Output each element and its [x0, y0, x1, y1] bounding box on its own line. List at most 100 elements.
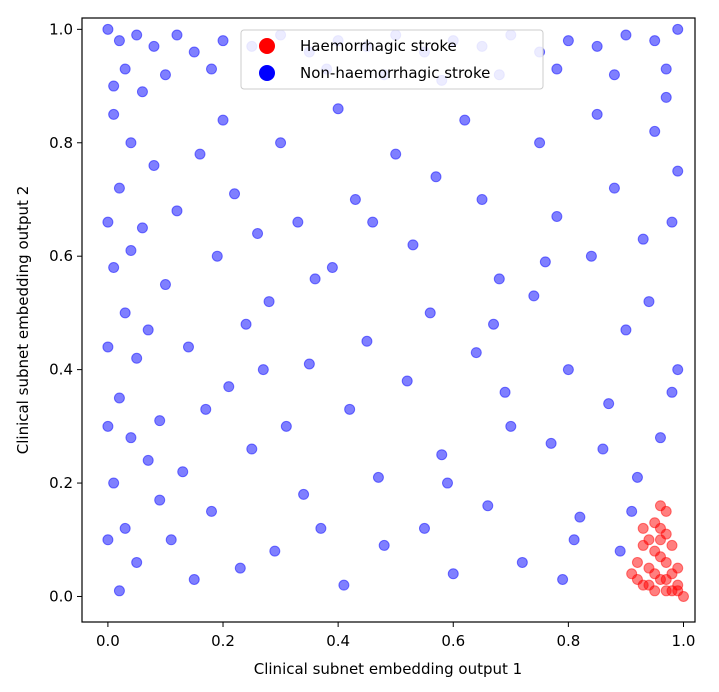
data-point: [332, 103, 344, 115]
data-point: [654, 551, 666, 563]
data-point: [660, 585, 672, 597]
legend-label-non-haemorrhagic: Non-haemorrhagic stroke: [300, 64, 490, 82]
data-point: [125, 245, 137, 257]
data-point: [142, 454, 154, 466]
data-point: [177, 466, 189, 478]
data-point: [119, 307, 131, 319]
data-point: [631, 471, 643, 483]
data-point: [349, 193, 361, 205]
x-tick-label: 1.0: [672, 632, 696, 650]
data-point: [585, 250, 597, 262]
data-point: [637, 539, 649, 551]
data-point: [637, 233, 649, 245]
data-point: [591, 40, 603, 52]
y-tick-label: 0.2: [49, 474, 73, 492]
data-point: [159, 69, 171, 81]
data-point: [159, 279, 171, 291]
y-axis: 0.0 0.2 0.4 0.6 0.8 1.0: [49, 20, 82, 605]
data-point: [424, 307, 436, 319]
data-point: [206, 63, 218, 75]
data-point: [229, 188, 241, 200]
data-point: [649, 517, 661, 529]
data-point: [257, 364, 269, 376]
data-point: [672, 562, 684, 574]
data-point: [303, 358, 315, 370]
data-point: [136, 86, 148, 98]
data-point: [119, 522, 131, 534]
data-point: [108, 80, 120, 92]
data-point: [292, 216, 304, 228]
data-point: [108, 477, 120, 489]
data-point: [476, 193, 488, 205]
data-point: [102, 216, 114, 228]
data-point: [488, 318, 500, 330]
data-point: [430, 171, 442, 183]
y-tick-label: 0.8: [49, 134, 73, 152]
data-point: [125, 432, 137, 444]
data-point: [234, 562, 246, 574]
y-tick-label: 0.4: [49, 361, 73, 379]
x-axis: 0.0 0.2 0.4 0.6 0.8 1.0: [96, 622, 695, 650]
data-point: [148, 40, 160, 52]
data-point: [499, 386, 511, 398]
data-point: [666, 216, 678, 228]
y-tick-label: 1.0: [49, 20, 73, 38]
data-point: [447, 568, 459, 580]
data-point: [102, 341, 114, 353]
data-point: [113, 392, 125, 404]
data-point: [666, 386, 678, 398]
data-point: [660, 573, 672, 585]
data-point: [223, 381, 235, 393]
data-point: [154, 415, 166, 427]
data-point: [407, 239, 419, 251]
data-point: [309, 273, 321, 285]
data-point: [574, 511, 586, 523]
legend-box: [240, 29, 544, 90]
data-point: [654, 432, 666, 444]
data-point: [344, 403, 356, 415]
data-point: [603, 398, 615, 410]
x-tick-label: 0.2: [211, 632, 235, 650]
data-point: [557, 573, 569, 585]
data-point: [672, 165, 684, 177]
data-point: [148, 159, 160, 171]
data-point: [631, 556, 643, 568]
data-point: [539, 256, 551, 268]
data-point: [620, 29, 632, 41]
x-tick-label: 0.8: [556, 632, 580, 650]
data-point: [591, 108, 603, 120]
data-point: [660, 91, 672, 103]
data-point: [119, 63, 131, 75]
data-point: [637, 522, 649, 534]
data-point: [654, 500, 666, 512]
x-tick-label: 0.4: [326, 632, 350, 650]
data-point: [188, 46, 200, 58]
data-point: [315, 522, 327, 534]
data-point: [154, 494, 166, 506]
y-tick-label: 0.0: [49, 587, 73, 605]
legend-marker-haemorrhagic: [259, 38, 275, 54]
data-point: [113, 35, 125, 47]
data-point: [338, 579, 350, 591]
y-axis-label: Clinical subnet embedding output 2: [14, 186, 32, 454]
data-point: [436, 449, 448, 461]
data-point: [482, 500, 494, 512]
legend-label-haemorrhagic: Haemorrhagic stroke: [300, 37, 457, 55]
data-point: [131, 29, 143, 41]
data-point: [390, 148, 402, 160]
data-point: [211, 250, 223, 262]
data-point: [171, 205, 183, 217]
data-point: [252, 228, 264, 240]
data-point: [597, 443, 609, 455]
data-point: [418, 522, 430, 534]
data-point: [528, 290, 540, 302]
x-tick-label: 0.6: [441, 632, 465, 650]
data-point: [493, 273, 505, 285]
plot-area-frame: [81, 17, 696, 623]
data-point: [568, 534, 580, 546]
data-point: [626, 505, 638, 517]
x-axis-label: Clinical subnet embedding output 1: [254, 660, 522, 678]
data-point: [108, 262, 120, 274]
data-point: [649, 568, 661, 580]
